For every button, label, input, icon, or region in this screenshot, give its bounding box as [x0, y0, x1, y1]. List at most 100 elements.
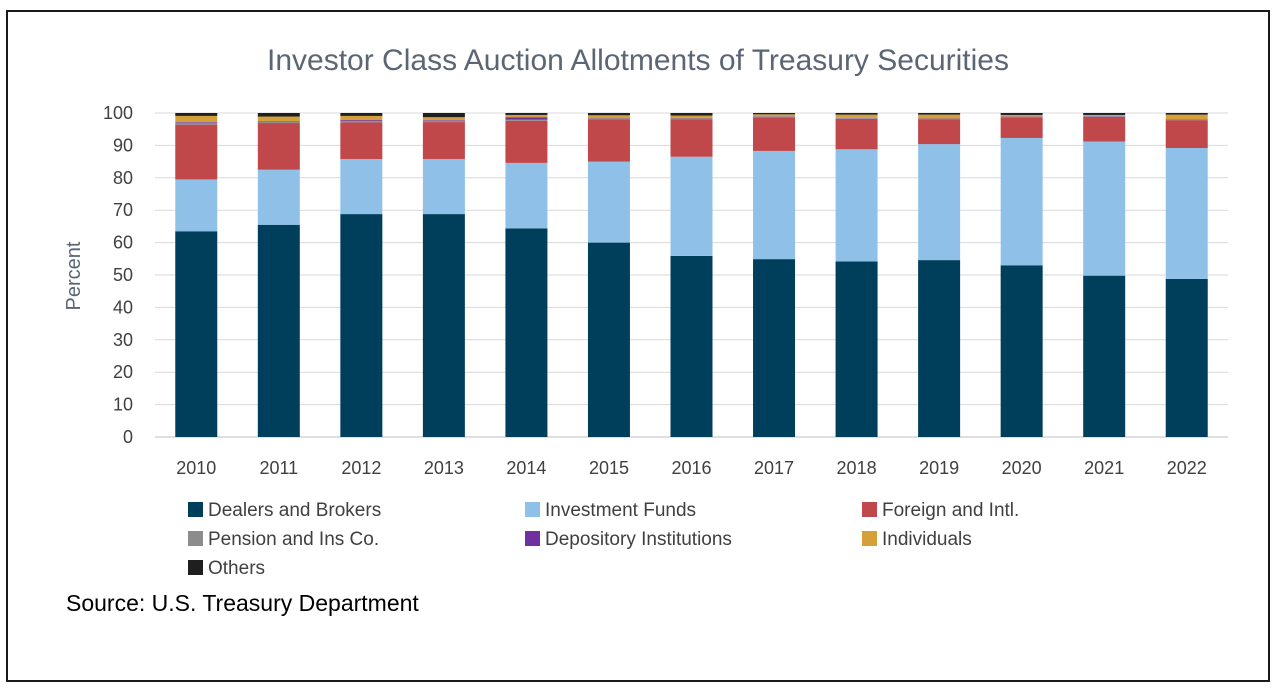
- bar-segment-others-2010: [175, 113, 218, 116]
- bar-segment-individuals-2014: [505, 114, 548, 118]
- x-tick-label: 2015: [589, 458, 629, 478]
- bar-segment-foreign-and-intl-2015: [587, 119, 630, 162]
- bar-segment-pension-and-ins-co-2022: [1165, 119, 1208, 121]
- bar-segment-investment-funds-2016: [670, 156, 713, 256]
- bar-segment-depository-institutions-2011: [257, 121, 300, 122]
- bar-segment-pension-and-ins-co-2017: [753, 116, 796, 118]
- x-tick-label: 2017: [754, 458, 794, 478]
- legend-label: Pension and Ins Co.: [208, 529, 379, 550]
- bar-segment-foreign-and-intl-2012: [340, 122, 383, 160]
- legend: Dealers and Brokers Investment Funds Forei…: [188, 500, 1019, 579]
- y-tick-label: 30: [113, 330, 133, 350]
- bar-segment-others-2012: [340, 113, 383, 116]
- bar-segment-dealers-and-brokers-2021: [1083, 275, 1126, 437]
- y-tick-label: 0: [123, 427, 133, 447]
- bar-segment-foreign-and-intl-2011: [257, 123, 300, 170]
- bar-segment-others-2017: [753, 113, 796, 115]
- bar-segment-investment-funds-2022: [1165, 147, 1208, 279]
- bar-segment-foreign-and-intl-2020: [1000, 117, 1043, 138]
- x-tick-label: 2010: [176, 458, 216, 478]
- legend-label: Others: [208, 558, 265, 579]
- bar-segment-individuals-2010: [175, 115, 218, 123]
- bar-segment-individuals-2020: [1000, 114, 1043, 117]
- y-axis-label: Percent: [63, 241, 85, 310]
- legend-swatch: [862, 531, 877, 546]
- chart-title: Investor Class Auction Allotments of Tre…: [267, 44, 1009, 77]
- bar-segment-depository-institutions-2013: [422, 120, 465, 121]
- y-tick-label: 50: [113, 265, 133, 285]
- legend-label: Depository Institutions: [545, 529, 732, 550]
- bar-segment-dealers-and-brokers-2012: [340, 214, 383, 437]
- x-tick-label: 2011: [259, 458, 298, 478]
- bar-segment-foreign-and-intl-2021: [1083, 116, 1126, 142]
- bar-segment-dealers-and-brokers-2015: [587, 242, 630, 437]
- legend-label: Individuals: [882, 529, 972, 550]
- y-tick-label: 70: [113, 200, 133, 220]
- bar-segment-others-2020: [1000, 113, 1043, 115]
- bar-segment-investment-funds-2021: [1083, 141, 1126, 276]
- bar-segment-individuals-2018: [835, 114, 878, 118]
- y-tick-label: 90: [113, 135, 133, 155]
- bar-segment-investment-funds-2017: [753, 150, 796, 260]
- bar-segment-dealers-and-brokers-2013: [422, 214, 465, 437]
- legend-swatch: [188, 531, 203, 546]
- bar-segment-dealers-and-brokers-2018: [835, 261, 878, 437]
- y-tick-label: 10: [113, 395, 133, 415]
- bar-segment-individuals-2016: [670, 115, 713, 119]
- legend-swatch: [525, 531, 540, 546]
- legend-swatch: [862, 502, 877, 517]
- bar-segment-investment-funds-2019: [918, 144, 961, 261]
- bar-segment-investment-funds-2020: [1000, 137, 1043, 266]
- bar-segment-pension-and-ins-co-2015: [587, 118, 630, 120]
- bar-segment-others-2014: [505, 113, 548, 115]
- bar-segment-others-2019: [918, 113, 961, 115]
- bar-segment-dealers-and-brokers-2010: [175, 231, 218, 437]
- y-tick-label: 80: [113, 168, 133, 188]
- bar-segment-individuals-2019: [918, 114, 961, 119]
- source-note: Source: U.S. Treasury Department: [66, 590, 419, 616]
- x-axis-ticks: 2010 2011 2012 2013 2014 2015 2016 2017 2018 2019…: [176, 458, 1207, 478]
- bar-segment-others-2016: [670, 113, 713, 116]
- bar-segment-investment-funds-2014: [505, 162, 548, 229]
- bar-segment-pension-and-ins-co-2014: [505, 119, 548, 121]
- bar-segment-foreign-and-intl-2010: [175, 124, 218, 180]
- bar-segment-pension-and-ins-co-2016: [670, 118, 713, 120]
- bar-segment-depository-institutions-2012: [340, 120, 383, 122]
- y-tick-label: 40: [113, 297, 133, 317]
- legend-label: Foreign and Intl.: [882, 500, 1019, 521]
- x-tick-label: 2019: [919, 458, 959, 478]
- bar-segment-investment-funds-2018: [835, 149, 878, 262]
- bar-segment-dealers-and-brokers-2017: [753, 259, 796, 437]
- legend-swatch: [188, 502, 203, 517]
- x-tick-label: 2018: [837, 458, 877, 478]
- x-tick-label: 2020: [1002, 458, 1042, 478]
- bar-segment-pension-and-ins-co-2021: [1083, 116, 1126, 117]
- bar-segment-individuals-2022: [1165, 114, 1208, 120]
- bar-segment-pension-and-ins-co-2010: [175, 122, 218, 125]
- bar-segment-foreign-and-intl-2019: [918, 119, 961, 145]
- bar-segment-investment-funds-2015: [587, 161, 630, 243]
- bar-segment-pension-and-ins-co-2020: [1000, 116, 1043, 118]
- bar-segment-investment-funds-2011: [257, 169, 300, 225]
- bar-segment-investment-funds-2013: [422, 159, 465, 215]
- bar-segment-pension-and-ins-co-2013: [422, 120, 465, 123]
- x-tick-label: 2022: [1167, 458, 1207, 478]
- bar-segment-others-2013: [422, 113, 465, 118]
- bar-segment-investment-funds-2012: [340, 159, 383, 215]
- y-tick-label: 100: [103, 103, 133, 123]
- y-tick-label: 20: [113, 362, 133, 382]
- bar-segment-others-2021: [1083, 113, 1126, 115]
- bar-segment-others-2018: [835, 113, 878, 115]
- bar-segment-pension-and-ins-co-2012: [340, 121, 383, 123]
- bar-segment-dealers-and-brokers-2019: [918, 260, 961, 437]
- y-tick-label: 60: [113, 233, 133, 253]
- bar-segment-others-2011: [257, 113, 300, 117]
- legend-swatch: [525, 502, 540, 517]
- x-tick-label: 2016: [671, 458, 711, 478]
- legend-label: Dealers and Brokers: [208, 500, 381, 521]
- bar-segment-pension-and-ins-co-2019: [918, 118, 961, 120]
- bar-segment-dealers-and-brokers-2014: [505, 228, 548, 437]
- bar-segment-foreign-and-intl-2016: [670, 119, 713, 157]
- bar-segment-individuals-2021: [1083, 114, 1126, 116]
